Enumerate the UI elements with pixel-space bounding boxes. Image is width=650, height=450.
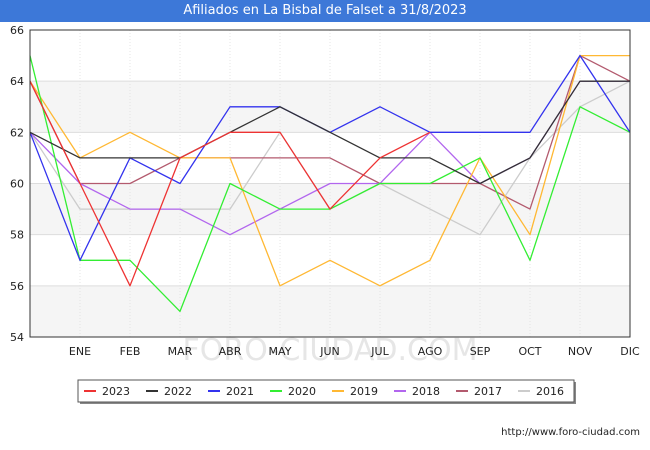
y-axis-ticks: 54 56 58 60 62 64 66 [10,24,24,344]
plot-band [30,285,630,337]
x-tick-label: ENE [69,345,91,358]
x-tick-label: MAY [269,345,292,358]
x-tick-label: AGO [418,345,443,358]
x-tick-label: JUN [319,345,340,358]
x-tick-label: ABR [219,345,242,358]
x-tick-label: OCT [518,345,541,358]
legend-label-2016: 2016 [536,385,564,398]
legend-box [77,379,575,403]
y-tick-label: 58 [10,229,24,242]
series-line-2023 [29,80,431,287]
legend-label-2022: 2022 [164,385,192,398]
plot-band [30,81,630,133]
legend-label-2023: 2023 [102,385,130,398]
legend-label-2018: 2018 [412,385,440,398]
series-line-2022 [29,80,630,185]
source-url[interactable]: http://www.foro-ciudad.com [501,427,640,438]
x-axis-ticks: ENE FEB MAR ABR MAY JUN JUL AGO SEP OCT NOV DIC [69,345,640,358]
legend-label-2021: 2021 [226,385,254,398]
y-tick-label: 66 [10,24,24,37]
x-tick-label: NOV [568,345,593,358]
x-tick-label: SEP [470,345,491,358]
y-tick-label: 60 [10,178,24,191]
y-tick-label: 64 [10,75,24,88]
chart-title: Afiliados en La Bisbal de Falset a 31/8/… [0,0,650,22]
y-tick-label: 62 [10,126,24,139]
series-lines [29,54,631,313]
legend-label-2019: 2019 [350,385,378,398]
x-tick-label: JUL [370,345,389,358]
watermark: FORO-CIUDAD.COM [183,333,478,368]
x-tick-label: FEB [120,345,141,358]
series-line-2019 [29,54,630,287]
y-tick-label: 56 [10,280,24,293]
legend-label-2017: 2017 [474,385,502,398]
x-tick-label: MAR [168,345,193,358]
plot-frame [29,29,631,338]
legend: 2023 2022 2021 2020 2019 2018 2017 2016 [77,379,576,404]
legend-label-2020: 2020 [288,385,316,398]
y-tick-label: 54 [10,331,24,344]
x-tick-label: DIC [620,345,640,358]
series-line-2017 [29,54,631,210]
